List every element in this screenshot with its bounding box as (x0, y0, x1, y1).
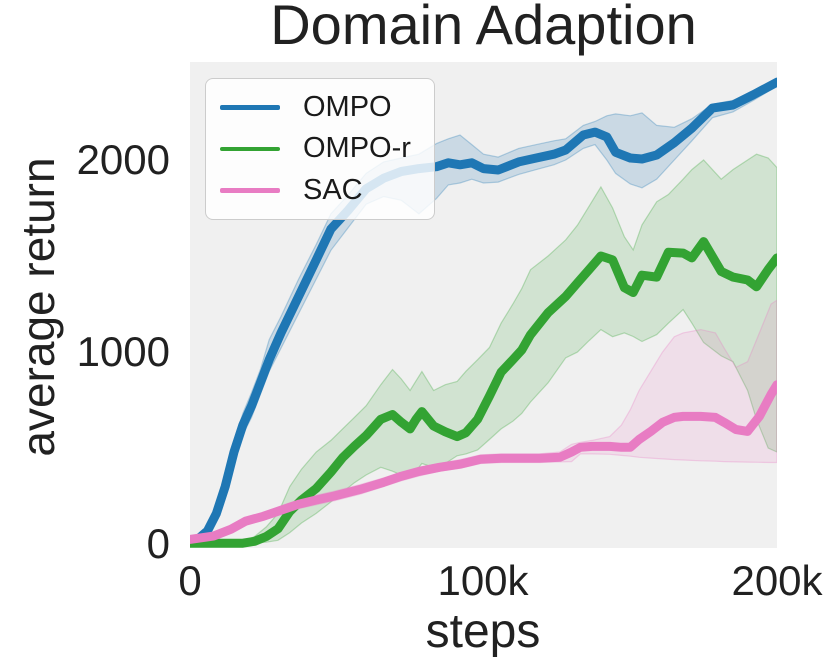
y-axis-label: average return (12, 157, 64, 457)
x-axis-label: steps (425, 605, 541, 658)
legend-item-ompo-r: OMPO-r (220, 132, 420, 165)
legend-swatch (220, 105, 280, 110)
line-ompo-r (190, 237, 777, 548)
x-tick-100k: 100k (437, 557, 529, 604)
x-tick-0: 0 (178, 557, 202, 604)
plot-area: OMPO OMPO-r SAC (190, 62, 777, 548)
line-ompo (190, 77, 777, 547)
legend-swatch (220, 146, 280, 152)
y-tick-0: 0 (146, 520, 170, 567)
chart-title: Domain Adaption (270, 0, 697, 56)
y-tick-1000: 1000 (76, 328, 170, 375)
legend-label: SAC (303, 173, 363, 206)
y-tick-2000: 2000 (76, 136, 170, 183)
x-tick-200k: 200k (731, 557, 823, 604)
line-sac (190, 380, 777, 544)
plot-svg (190, 77, 777, 548)
legend-item-ompo: OMPO (220, 91, 420, 124)
legend-label: OMPO-r (303, 132, 411, 165)
legend-swatch (220, 188, 280, 193)
legend-item-sac: SAC (220, 174, 420, 207)
legend-label: OMPO (303, 91, 392, 124)
legend: OMPO OMPO-r SAC (205, 78, 435, 220)
